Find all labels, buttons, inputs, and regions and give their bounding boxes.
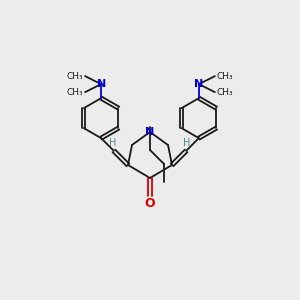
Text: N: N — [97, 79, 106, 89]
Text: N: N — [194, 79, 203, 89]
Text: CH₃: CH₃ — [67, 88, 83, 97]
Text: CH₃: CH₃ — [67, 72, 83, 81]
Text: H: H — [184, 138, 191, 148]
Text: O: O — [145, 197, 155, 210]
Text: H: H — [109, 138, 116, 148]
Text: CH₃: CH₃ — [217, 88, 233, 97]
Text: N: N — [146, 127, 154, 137]
Text: CH₃: CH₃ — [217, 72, 233, 81]
